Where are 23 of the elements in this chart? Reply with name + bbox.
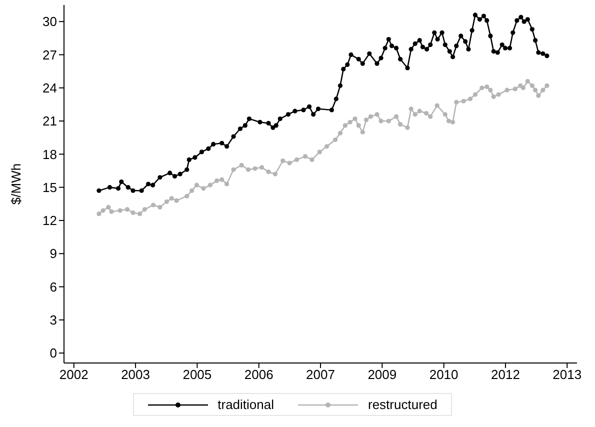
- x-tick-label: 2005: [182, 367, 212, 382]
- y-tick-label: 12: [42, 213, 57, 228]
- y-tick-label: 9: [50, 246, 57, 262]
- y-tick-label: 6: [50, 279, 57, 294]
- legend-label: restructured: [368, 397, 438, 412]
- x-tick-label: 2013: [552, 367, 582, 382]
- y-tick-label: 30: [42, 14, 57, 30]
- y-tick-label: 15: [42, 180, 57, 195]
- y-tick-label: 0: [50, 346, 57, 361]
- y-axis-title: $/MWh: [8, 163, 24, 205]
- y-tick-label: 21: [42, 114, 57, 129]
- legend-label: traditional: [218, 397, 274, 412]
- y-tick-label: 18: [42, 146, 57, 162]
- y-tick-label: 24: [42, 80, 57, 96]
- x-tick-label: 2009: [368, 367, 397, 382]
- x-tick-label: 2012: [491, 367, 520, 382]
- y-tick-label: 27: [42, 47, 57, 62]
- x-tick-label: 2002: [59, 367, 88, 382]
- x-tick-label: 2007: [306, 367, 335, 382]
- x-tick-label: 2003: [121, 367, 150, 382]
- y-tick-label: 3: [50, 312, 57, 328]
- x-tick-label: 2010: [429, 367, 458, 382]
- x-tick-label: 2006: [244, 367, 274, 382]
